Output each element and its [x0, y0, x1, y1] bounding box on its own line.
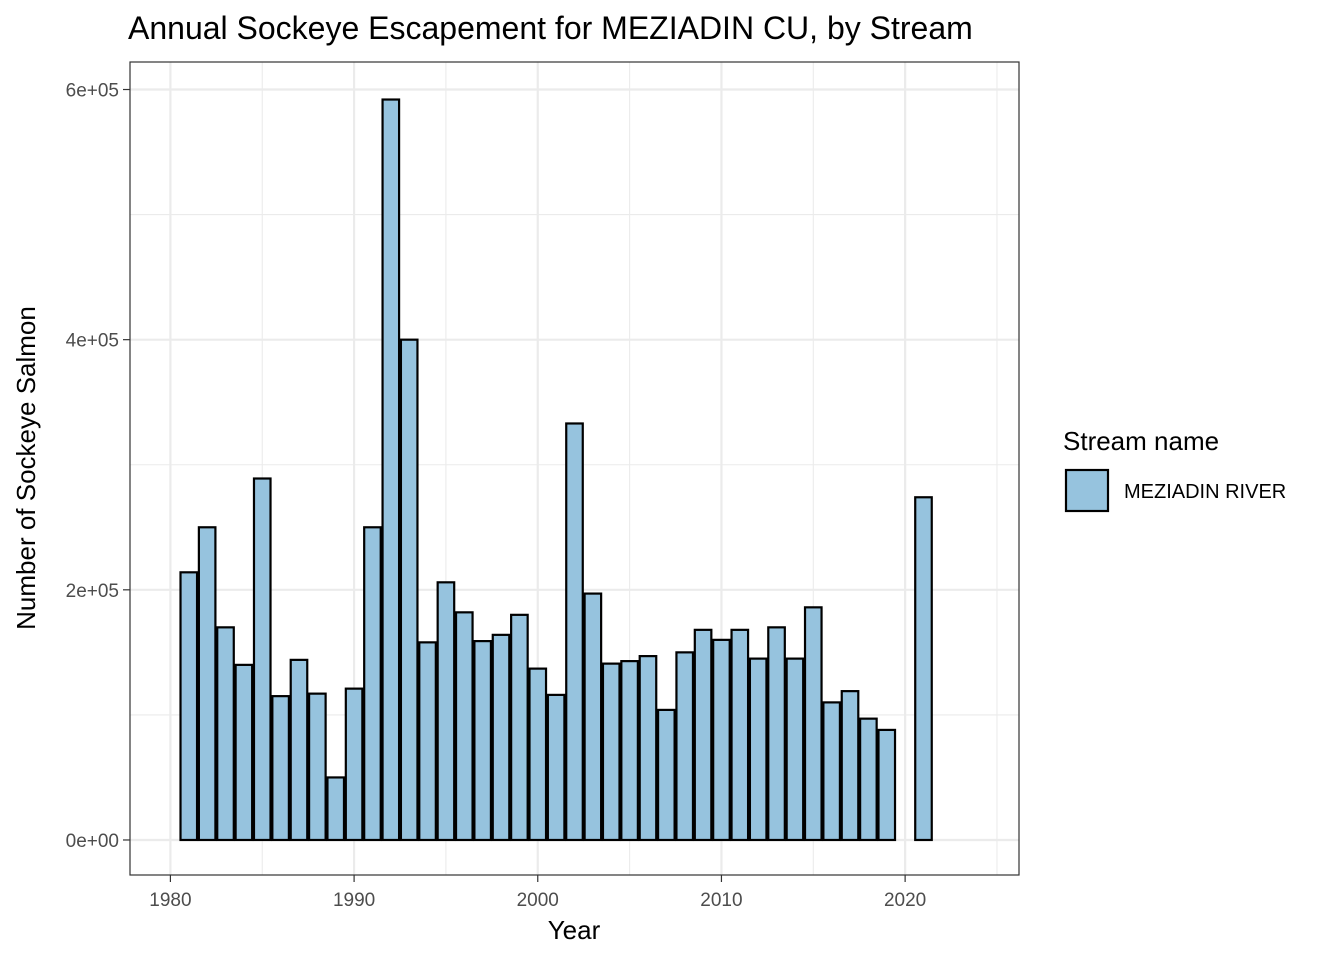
bar-2004	[601, 662, 621, 842]
bar-1984	[234, 663, 254, 842]
bar-1987	[289, 658, 309, 842]
chart-title: Annual Sockeye Escapement for MEZIADIN C…	[128, 10, 973, 46]
bar-2009	[693, 628, 713, 842]
bar-1985	[252, 477, 272, 842]
panel-border	[129, 61, 1020, 876]
bar-2006	[638, 655, 658, 842]
bar-1996	[454, 611, 474, 842]
bar-2005	[620, 660, 639, 842]
bar-1991	[363, 526, 382, 842]
bar-2016	[822, 701, 842, 842]
legend-key-meziadin-river	[1064, 468, 1110, 513]
bar-2010	[712, 638, 731, 842]
bar-1983	[216, 626, 235, 842]
x-axis: 1980 1990 2000 2010 2020	[149, 875, 926, 911]
bar-1992	[381, 98, 401, 842]
bar-2018	[859, 717, 878, 842]
bar-1981	[179, 571, 199, 842]
bar-1993	[399, 338, 419, 842]
bars	[179, 98, 933, 842]
bar-1989	[326, 776, 346, 842]
legend-title: Stream name	[1063, 426, 1219, 456]
bar-2008	[675, 651, 695, 842]
x-tick-label: 2020	[884, 890, 926, 911]
bar-2013	[767, 626, 786, 842]
bar-1988	[307, 692, 327, 842]
x-tick-label: 1990	[333, 890, 375, 911]
legend: Stream name MEZIADIN RIVER	[1063, 426, 1286, 513]
y-axis: 0e+00 2e+05 4e+05 6e+05	[66, 81, 130, 852]
y-tick-label: 6e+05	[66, 81, 119, 102]
bar-2015	[803, 606, 823, 842]
bar-2000	[528, 667, 548, 842]
bar-1995	[436, 581, 456, 842]
bar-2017	[840, 690, 860, 842]
bar-2021	[914, 496, 933, 842]
bar-1999	[510, 613, 529, 842]
bar-1986	[271, 695, 290, 842]
bar-2002	[565, 422, 584, 842]
bar-1998	[491, 633, 511, 842]
bar-1990	[344, 687, 364, 842]
bar-1997	[473, 640, 493, 842]
x-axis-title: Year	[548, 915, 601, 945]
x-tick-label: 2010	[700, 890, 742, 911]
bar-2001	[546, 693, 566, 842]
bar-1994	[418, 641, 437, 842]
bar-2007	[656, 708, 676, 842]
bar-2019	[877, 728, 897, 842]
bar-2003	[583, 592, 603, 842]
legend-label-meziadin-river: MEZIADIN RIVER	[1124, 481, 1286, 503]
bar-2014	[785, 657, 805, 842]
y-axis-title: Number of Sockeye Salmon	[11, 306, 41, 630]
y-tick-label: 0e+00	[66, 831, 119, 852]
x-tick-label: 2000	[517, 890, 559, 911]
bar-2011	[730, 628, 750, 842]
x-tick-label: 1980	[149, 890, 191, 911]
y-tick-label: 2e+05	[66, 581, 119, 602]
bar-1982	[197, 526, 217, 842]
plot-panel	[129, 61, 1020, 876]
y-tick-label: 4e+05	[66, 331, 119, 352]
bar-2012	[748, 657, 768, 842]
